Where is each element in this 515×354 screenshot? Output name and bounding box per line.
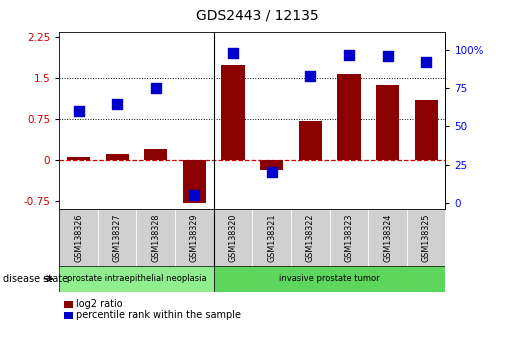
- Point: [152, 85, 160, 91]
- Bar: [337, 74, 360, 160]
- Bar: [221, 64, 245, 160]
- Bar: [407, 209, 445, 267]
- Text: log2 ratio: log2 ratio: [76, 299, 123, 309]
- Text: GSM138323: GSM138323: [345, 214, 353, 262]
- Text: GSM138326: GSM138326: [74, 214, 83, 262]
- Point: [229, 50, 237, 56]
- Bar: [175, 209, 214, 267]
- Point: [268, 170, 276, 175]
- Point: [306, 73, 314, 79]
- Text: GSM138329: GSM138329: [190, 214, 199, 262]
- Bar: [59, 209, 98, 267]
- Text: percentile rank within the sample: percentile rank within the sample: [76, 310, 241, 320]
- Text: GSM138321: GSM138321: [267, 214, 276, 262]
- Point: [191, 192, 199, 198]
- Point: [74, 108, 82, 114]
- Text: invasive prostate tumor: invasive prostate tumor: [279, 274, 380, 283]
- Bar: [64, 312, 73, 319]
- Bar: [330, 209, 368, 267]
- Text: GSM138322: GSM138322: [306, 214, 315, 262]
- Bar: [252, 209, 291, 267]
- Bar: [59, 266, 214, 292]
- Bar: [291, 209, 330, 267]
- Bar: [183, 160, 206, 204]
- Bar: [106, 154, 129, 160]
- Bar: [98, 209, 136, 267]
- Text: GSM138328: GSM138328: [151, 214, 160, 262]
- Point: [345, 52, 353, 58]
- Text: GSM138324: GSM138324: [383, 214, 392, 262]
- Point: [422, 59, 431, 65]
- Bar: [415, 100, 438, 160]
- Bar: [299, 121, 322, 160]
- Text: GSM138327: GSM138327: [113, 214, 122, 262]
- Bar: [144, 149, 167, 160]
- Point: [383, 53, 392, 59]
- Text: disease state: disease state: [3, 274, 67, 284]
- Bar: [368, 209, 407, 267]
- Text: prostate intraepithelial neoplasia: prostate intraepithelial neoplasia: [66, 274, 207, 283]
- Bar: [260, 160, 283, 170]
- Text: GSM138320: GSM138320: [229, 214, 237, 262]
- Bar: [136, 209, 175, 267]
- Bar: [64, 301, 73, 308]
- Bar: [67, 157, 90, 160]
- Text: GSM138325: GSM138325: [422, 214, 431, 262]
- Text: GDS2443 / 12135: GDS2443 / 12135: [196, 9, 319, 23]
- Bar: [214, 266, 445, 292]
- Bar: [376, 85, 399, 160]
- Bar: [214, 209, 252, 267]
- Point: [113, 101, 122, 107]
